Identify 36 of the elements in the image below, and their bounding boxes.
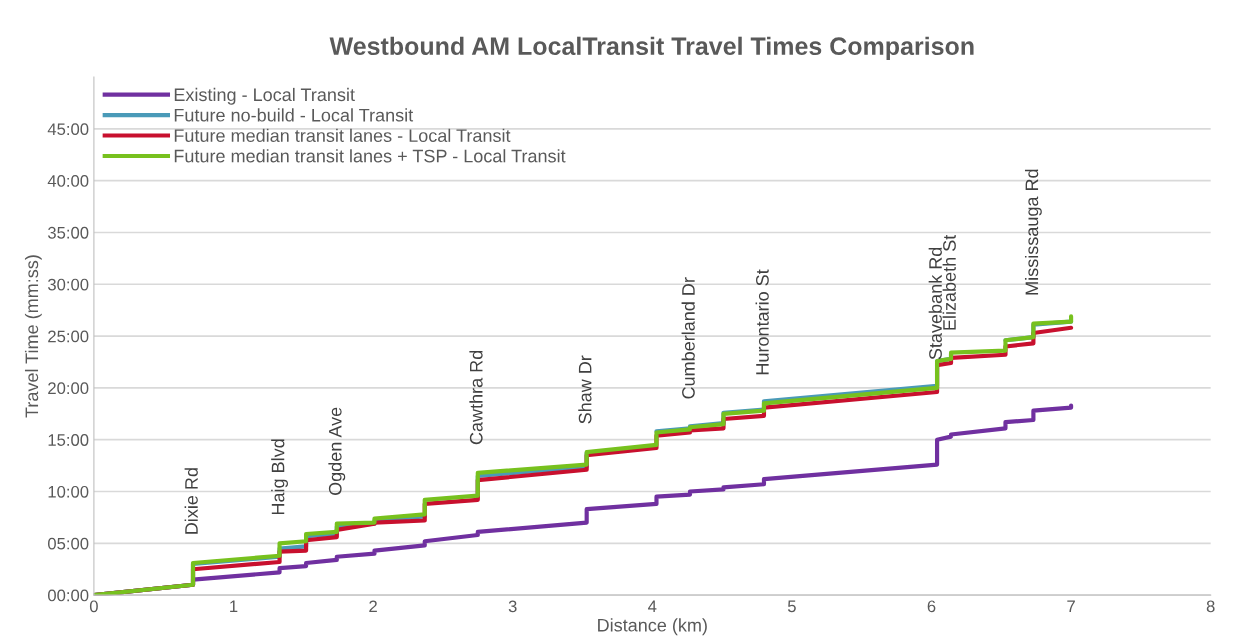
x-tick-label: 7 (1067, 600, 1075, 613)
x-tick-label: 8 (1206, 600, 1215, 613)
y-tick-label: 30:00 (47, 278, 89, 291)
x-tick-label: 0 (89, 600, 98, 613)
y-tick-label: 25:00 (48, 330, 89, 343)
chart-title: Westbound AM LocalTransit Travel Times Comparison (329, 36, 974, 61)
y-tick-label: 45:00 (47, 123, 89, 136)
annotation: Ogden Ave (328, 407, 346, 495)
legend-label: Existing - Local Transit (174, 87, 355, 105)
x-tick-label: 6 (927, 600, 936, 613)
y-tick-label: 10:00 (48, 485, 89, 498)
x-tick-label: 2 (369, 600, 377, 613)
annotation: Shaw Dr (578, 355, 592, 424)
y-tick-label: 20:00 (48, 382, 89, 395)
x-tick-label: 3 (508, 600, 517, 613)
y-tick-label: 05:00 (47, 537, 89, 550)
legend-label: Future no-build - Local Transit (174, 108, 414, 122)
annotation: Elizabeth St (942, 234, 956, 330)
legend-label: Future median transit lanes + TSP - Local Transit (174, 149, 566, 163)
annotation: Dixie Rd (184, 468, 198, 534)
y-axis-title: Travel Time (mm:ss) (24, 255, 42, 418)
annotation: Mississauga Rd (1024, 169, 1042, 295)
annotation: Cawthra Rd (469, 350, 483, 445)
legend-label: Future median transit lanes - Local Transit (174, 128, 511, 143)
annotation: Haig Blvd (271, 439, 288, 515)
x-tick-label: 5 (787, 600, 796, 613)
annotation: Cumberland Dr (681, 277, 695, 399)
annotation: Hurontario St (755, 269, 769, 375)
x-tick-label: 1 (230, 600, 238, 613)
annotation: Stavebank Rd (928, 247, 942, 360)
y-tick-label: 15:00 (48, 434, 89, 446)
x-tick-label: 4 (648, 600, 657, 613)
y-tick-label: 40:00 (47, 175, 89, 187)
y-tick-label: 00:00 (47, 589, 89, 602)
x-axis-title: Distance (km) (598, 618, 707, 636)
y-tick-label: 35:00 (47, 226, 89, 239)
